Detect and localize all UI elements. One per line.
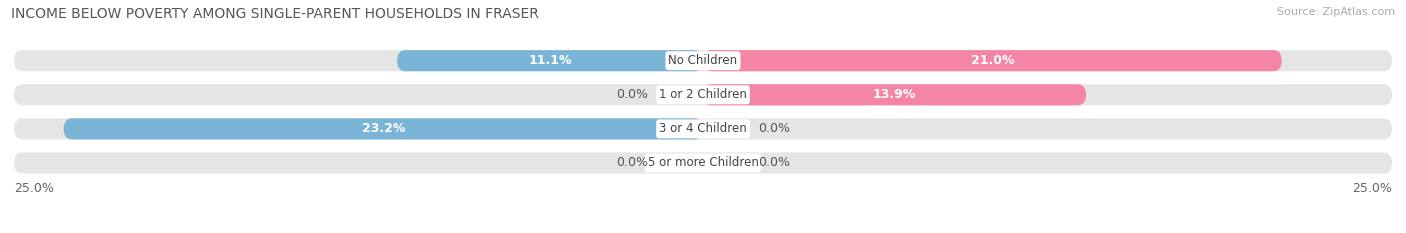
FancyBboxPatch shape — [14, 118, 1392, 140]
FancyBboxPatch shape — [14, 84, 1392, 105]
Text: 3 or 4 Children: 3 or 4 Children — [659, 122, 747, 135]
Text: 25.0%: 25.0% — [1353, 182, 1392, 195]
Text: Source: ZipAtlas.com: Source: ZipAtlas.com — [1277, 7, 1395, 17]
Text: 13.9%: 13.9% — [873, 88, 917, 101]
FancyBboxPatch shape — [63, 118, 703, 140]
Text: 0.0%: 0.0% — [758, 122, 790, 135]
FancyBboxPatch shape — [14, 50, 1392, 71]
FancyBboxPatch shape — [703, 84, 1085, 105]
Text: 0.0%: 0.0% — [616, 88, 648, 101]
FancyBboxPatch shape — [703, 50, 1282, 71]
Text: No Children: No Children — [668, 54, 738, 67]
Text: 23.2%: 23.2% — [361, 122, 405, 135]
Text: 5 or more Children: 5 or more Children — [648, 157, 758, 169]
Text: INCOME BELOW POVERTY AMONG SINGLE-PARENT HOUSEHOLDS IN FRASER: INCOME BELOW POVERTY AMONG SINGLE-PARENT… — [11, 7, 538, 21]
Text: 11.1%: 11.1% — [529, 54, 572, 67]
Text: 25.0%: 25.0% — [14, 182, 53, 195]
FancyBboxPatch shape — [396, 50, 703, 71]
Text: 21.0%: 21.0% — [970, 54, 1014, 67]
Text: 1 or 2 Children: 1 or 2 Children — [659, 88, 747, 101]
Text: 0.0%: 0.0% — [758, 157, 790, 169]
FancyBboxPatch shape — [14, 152, 1392, 174]
Text: 0.0%: 0.0% — [616, 157, 648, 169]
